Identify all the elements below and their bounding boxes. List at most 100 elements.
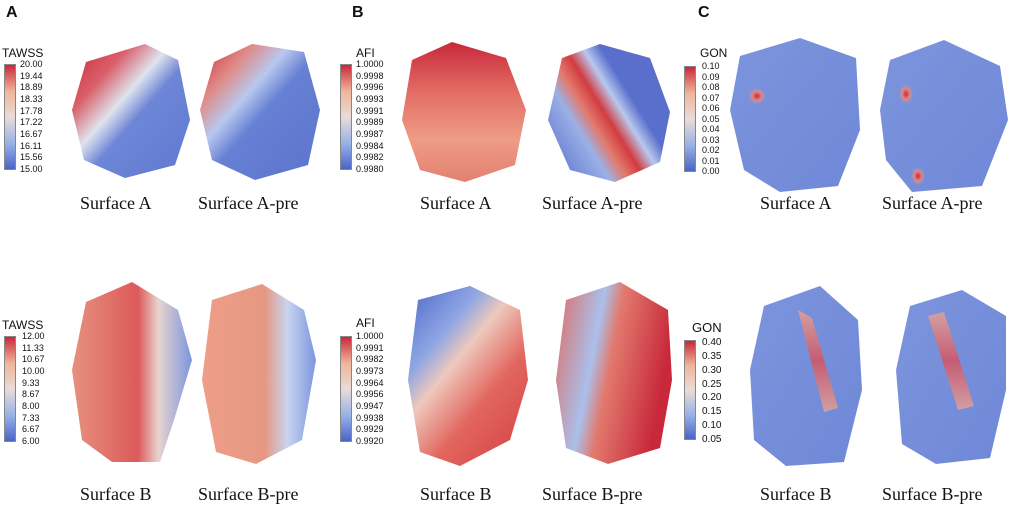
tick-label: 0.09: [702, 71, 720, 82]
tick-label: 8.00: [22, 400, 40, 411]
tick-label: 0.20: [702, 392, 722, 404]
colorbar-gradient: [340, 64, 352, 170]
tick-label: 1.0000: [356, 331, 384, 341]
tick-label: 0.15: [702, 406, 722, 418]
colorbar-gradient: [340, 336, 352, 442]
caption-surface-b-afi: Surface B: [420, 484, 492, 504]
tick-label: 0.00: [702, 166, 720, 176]
tick-label: 16.67: [20, 128, 43, 139]
colorbar-gradient: [684, 340, 696, 440]
tick-label: 0.05: [702, 113, 720, 124]
tick-label: 0.9956: [356, 389, 384, 400]
tick-label: 0.9973: [356, 365, 384, 376]
colorbar-ticks: 1.0000 0.9998 0.9996 0.9993 0.9991 0.998…: [356, 60, 384, 174]
caption-surface-a-gon: Surface A: [760, 193, 832, 213]
tick-label: 0.01: [702, 155, 720, 166]
tick-label: 1.0000: [356, 59, 384, 69]
tick-label: 15.56: [20, 152, 43, 163]
tick-label: 0.25: [702, 378, 722, 390]
surface-b-afi: [408, 286, 528, 466]
gon-hotspot: [910, 166, 926, 186]
tick-label: 0.9982: [356, 354, 384, 365]
surface-b-pre-tawss: [202, 284, 316, 464]
tick-label: 0.06: [702, 103, 720, 113]
tick-label: 0.9982: [356, 152, 384, 163]
caption-surface-a-afi: Surface A: [420, 193, 492, 213]
tick-label: 0.04: [702, 124, 720, 134]
tick-label: 11.33: [22, 342, 44, 353]
colorbar-title: AFI: [356, 46, 375, 60]
colorbar-ticks: 0.10 0.09 0.08 0.07 0.06 0.05 0.04 0.03 …: [702, 62, 720, 176]
tick-label: 0.40: [702, 337, 722, 348]
surface-b-gon: [750, 286, 862, 466]
tick-label: 0.07: [702, 92, 720, 103]
tick-label: 6.00: [22, 435, 40, 446]
caption-surface-b-pre-tawss: Surface B-pre: [198, 484, 299, 504]
caption-surface-a-pre-afi: Surface A-pre: [542, 193, 643, 213]
panel-letter-a: A: [6, 4, 18, 21]
tick-label: 0.9993: [356, 93, 384, 104]
tick-label: 19.44: [20, 70, 43, 81]
gon-hotspot: [747, 87, 767, 105]
caption-surface-a-pre-tawss: Surface A-pre: [198, 193, 299, 213]
tick-label: 0.9989: [356, 117, 384, 128]
caption-surface-b-gon: Surface B: [760, 484, 832, 504]
colorbar-ticks: 0.40 0.35 0.30 0.25 0.20 0.15 0.10 0.05: [702, 337, 722, 445]
tick-label: 0.9996: [356, 82, 384, 93]
surface-a-gon: [730, 38, 860, 192]
tick-label: 0.9938: [356, 412, 384, 423]
tick-label: 0.10: [702, 61, 720, 71]
caption-surface-b-pre-gon: Surface B-pre: [882, 484, 983, 504]
tick-label: 0.9964: [356, 377, 384, 388]
tick-label: 0.10: [702, 420, 722, 432]
gon-ridge: [928, 312, 974, 410]
tick-label: 9.33: [22, 377, 40, 388]
tick-label: 0.05: [702, 433, 722, 445]
colorbar-title: TAWSS: [2, 318, 44, 332]
tick-label: 15.00: [20, 163, 43, 174]
tick-label: 16.11: [20, 140, 42, 151]
tick-label: 0.9991: [356, 342, 384, 353]
tick-label: 0.30: [702, 364, 722, 376]
surface-b-tawss: [72, 282, 192, 462]
tick-label: 6.67: [22, 424, 40, 435]
gon-hotspot: [898, 83, 914, 105]
surface-a-pre-afi: [548, 44, 670, 182]
tick-label: 20.00: [20, 59, 43, 69]
tick-label: 0.02: [702, 145, 720, 155]
surface-a-tawss: [72, 44, 190, 178]
surface-a-pre-gon: [880, 40, 1008, 192]
colorbar-ticks: 20.00 19.44 18.89 18.33 17.78 17.22 16.6…: [20, 60, 43, 174]
colorbar-title: GON: [692, 320, 722, 335]
tick-label: 8.67: [22, 389, 40, 400]
tick-label: 0.03: [702, 134, 720, 145]
colorbar-gradient: [4, 64, 16, 170]
tick-label: 0.9991: [356, 105, 384, 116]
caption-surface-a-tawss: Surface A: [80, 193, 152, 213]
colorbar-title: GON: [700, 46, 728, 60]
colorbar-ticks: 12.00 11.33 10.67 10.00 9.33 8.67 8.00 7…: [22, 332, 45, 446]
tick-label: 0.9980: [356, 163, 384, 174]
tick-label: 0.9929: [356, 424, 384, 435]
panel-letter-b: B: [352, 4, 364, 21]
caption-surface-b-tawss: Surface B: [80, 484, 152, 504]
colorbar-title: TAWSS: [2, 46, 44, 60]
colorbar-ticks: 1.0000 0.9991 0.9982 0.9973 0.9964 0.995…: [356, 332, 384, 446]
tick-label: 10.00: [22, 365, 45, 376]
panel-letter-c: C: [698, 4, 710, 21]
tick-label: 0.9984: [356, 140, 384, 151]
surface-a-pre-tawss: [200, 44, 320, 180]
tick-label: 0.9998: [356, 70, 384, 81]
tick-label: 0.9987: [356, 128, 384, 139]
gon-ridge: [798, 310, 838, 412]
tick-label: 18.89: [20, 82, 43, 93]
tick-label: 0.9920: [356, 435, 384, 446]
tick-label: 7.33: [22, 412, 40, 423]
colorbar-gradient: [684, 66, 696, 172]
tick-label: 10.67: [22, 354, 45, 365]
surface-b-pre-afi: [556, 282, 672, 464]
colorbar-gradient: [4, 336, 16, 442]
tick-label: 17.22: [20, 117, 43, 128]
caption-surface-b-pre-afi: Surface B-pre: [542, 484, 643, 504]
